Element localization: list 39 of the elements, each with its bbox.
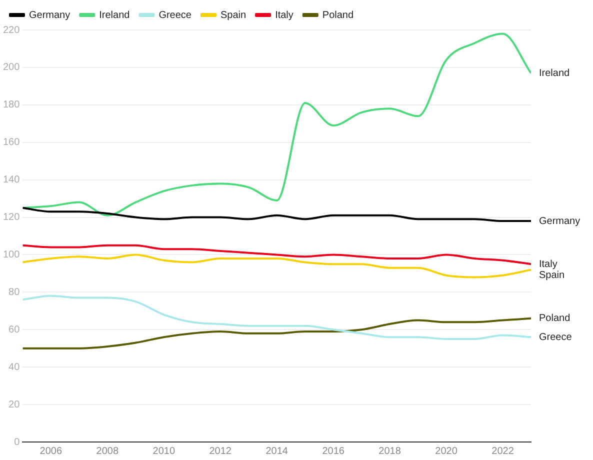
line-series [22, 244, 531, 266]
y-tick-label: 0 [14, 436, 20, 448]
line-series [22, 317, 531, 350]
legend-label: Ireland [99, 10, 130, 21]
text: Greece [539, 332, 572, 343]
y-tick-label: 80 [8, 286, 20, 298]
x-tick-label: 2006 [40, 446, 62, 457]
line-series [22, 32, 531, 216]
y-tick-label: 20 [8, 399, 20, 410]
line-series [22, 294, 531, 340]
x-tick-label: 2020 [435, 446, 458, 457]
y-tick-label: 220 [2, 24, 20, 36]
x-tick-label: 2016 [322, 446, 345, 457]
y-tick-label: 100 [2, 249, 20, 260]
y-tick-label: 200 [2, 62, 20, 74]
text: Poland [539, 313, 570, 324]
line-series [22, 254, 531, 278]
x-tick-label: 2008 [96, 446, 119, 457]
y-tick-label: 180 [2, 100, 20, 111]
legend-label: Poland [322, 10, 354, 21]
x-tick-label: 2014 [266, 446, 288, 457]
text: Italy [539, 258, 558, 270]
text: Spain [539, 270, 565, 281]
text: Ireland [539, 68, 570, 79]
line-series [22, 206, 531, 222]
y-tick-label: 40 [8, 362, 20, 373]
y-tick-label: 60 [8, 324, 20, 336]
x-tick-label: 2018 [378, 446, 402, 457]
y-tick-label: 140 [2, 174, 20, 186]
legend-label: Spain [220, 10, 246, 21]
text: Germany [539, 216, 580, 227]
legend-label: Greece [158, 10, 192, 21]
y-tick-label: 120 [2, 212, 20, 224]
x-tick-label: 2010 [152, 446, 176, 457]
y-tick-label: 160 [2, 137, 20, 148]
x-tick-label: 2022 [492, 446, 514, 457]
legend-label: Italy [275, 10, 294, 21]
x-tick-label: 2012 [209, 446, 232, 457]
legend-label: Germany [29, 10, 70, 21]
